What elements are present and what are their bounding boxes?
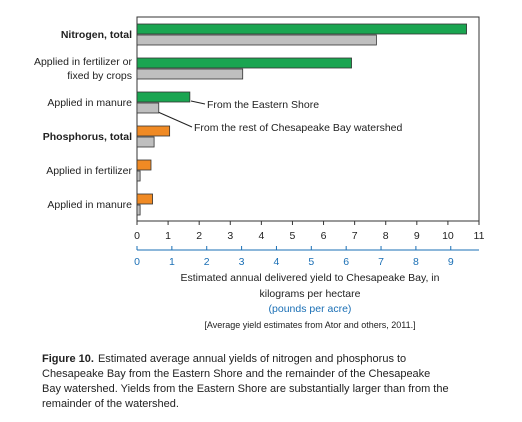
x-tick-label: 3 [227,230,233,242]
bar [136,159,152,171]
series-label: From the rest of Chesapeake Bay watershe… [194,122,403,134]
category-label: Nitrogen, total [60,29,132,41]
x2-axis-title: (pounds per acre) [268,303,352,315]
bar [136,34,377,46]
x-tick-label: 9 [414,230,420,242]
x-axis-title: Estimated annual delivered yield to Ches… [180,272,440,300]
plot-frame [136,16,480,222]
caption-label: Figure 10. [42,353,94,365]
x-tick-label: 4 [258,230,264,242]
x-tick-label: 2 [196,230,202,242]
x2-tick-label: 8 [413,256,419,268]
category-label: Applied in manure [47,97,132,109]
series-label: From the Eastern Shore [207,99,319,111]
x-tick-label: 1 [165,230,171,242]
bar [136,125,171,137]
x2-tick-label: 9 [448,256,454,268]
x-tick-label: 10 [442,230,454,242]
x2-tick-label: 5 [308,256,314,268]
x-tick-label: 6 [321,230,327,242]
leader-line [190,100,206,105]
x2-tick-label: 7 [378,256,384,268]
bar [136,57,352,69]
leader-line [157,111,193,128]
x2-tick-label: 3 [239,256,245,268]
x-tick-label: 11 [474,230,485,242]
bar [136,136,155,148]
x2-tick-label: 2 [204,256,210,268]
x-tick-label: 0 [134,230,140,242]
note: [Average yield estimates from Ator and o… [204,320,416,330]
bar [136,204,141,216]
x-tick-label: 5 [290,230,296,242]
bar [136,170,141,182]
bar [136,68,244,80]
category-label: Applied in fertilizer [46,165,132,177]
x-tick-label: 8 [383,230,389,242]
bar [136,193,153,205]
bar [136,23,467,35]
category-label: Applied in manure [47,199,132,211]
x2-tick-label: 4 [274,256,280,268]
category-label: Applied in fertilizer or fixed by crops [33,56,132,82]
category-label: Phosphorus, total [42,131,132,143]
bar [136,91,191,103]
x2-tick-label: 6 [343,256,349,268]
x2-tick-label: 0 [134,256,140,268]
x-tick-label: 7 [352,230,358,242]
bar [136,102,160,114]
caption-text: Estimated average annual yields of nitro… [42,353,449,410]
x2-tick-label: 1 [169,256,175,268]
caption: Figure 10. Estimated average annual yield… [42,352,452,412]
